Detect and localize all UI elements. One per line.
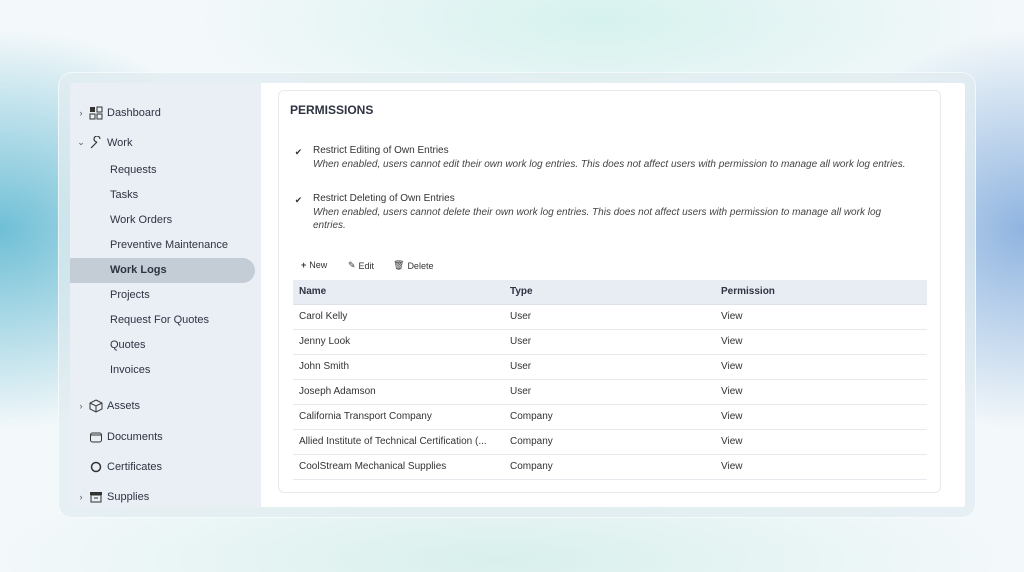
chevron-right-icon[interactable]: › [79, 491, 83, 502]
sidebar-item-label: Certificates [107, 460, 163, 473]
cell-type: User [504, 354, 715, 380]
new-button[interactable]: + New [301, 260, 327, 270]
cell-type: Company [504, 454, 715, 480]
cell-name: Jenny Look [293, 329, 504, 355]
cell-permission: View [715, 404, 927, 430]
circle-icon [88, 459, 104, 475]
option-description: When enabled, users cannot edit their ow… [313, 159, 906, 170]
cell-type: User [504, 379, 715, 405]
cell-name: California Transport Company [293, 404, 504, 430]
sidebar-item-label: Work [107, 136, 133, 149]
cell-permission: View [715, 429, 927, 455]
pencil-icon: ✎ [348, 260, 356, 270]
new-label: New [309, 260, 328, 270]
column-header-type[interactable]: Type [504, 280, 715, 305]
permissions-table: Name Type Permission Carol Kelly User View… [293, 280, 927, 480]
active-highlight [70, 258, 255, 283]
delete-button[interactable]: 🗑 Delete [393, 260, 433, 271]
sidebar-item-label: Dashboard [107, 106, 161, 119]
archive-icon [88, 489, 104, 505]
cell-type: User [504, 329, 715, 355]
sidebar: › Dashboard ⌄ Work Requests Tasks Work O… [70, 83, 261, 507]
sidebar-item-documents[interactable]: Documents [70, 424, 163, 449]
wrench-icon [88, 135, 104, 151]
table-row[interactable]: CoolStream Mechanical Supplies Company Vie… [293, 454, 927, 480]
delete-label: Delete [407, 260, 434, 271]
chevron-right-icon[interactable]: › [79, 107, 83, 118]
section-title: PERMISSIONS [290, 103, 374, 117]
grid-icon [88, 105, 104, 121]
option-label: Restrict Deleting of Own Entries [313, 193, 455, 204]
sidebar-item-label: Documents [107, 430, 163, 443]
sidebar-item-projects[interactable]: Projects [110, 289, 150, 301]
option-label: Restrict Editing of Own Entries [313, 145, 449, 156]
cell-permission: View [715, 354, 927, 380]
cell-name: John Smith [293, 354, 504, 380]
sidebar-item-work-logs[interactable]: Work Logs [110, 264, 167, 276]
cell-type: Company [504, 404, 715, 430]
sidebar-item-invoices[interactable]: Invoices [110, 364, 151, 376]
option-description: When enabled, users cannot delete their … [313, 207, 882, 231]
table-row[interactable]: California Transport Company Company View [293, 404, 927, 430]
box-icon [88, 398, 104, 414]
sidebar-item-preventive-maintenance[interactable]: Preventive Maintenance [110, 239, 229, 251]
cell-name: Joseph Adamson [293, 379, 504, 405]
sidebar-item-label: Supplies [107, 490, 150, 503]
sidebar-item-supplies[interactable]: › Supplies [70, 484, 150, 507]
chevron-right-icon[interactable]: › [79, 400, 83, 411]
column-header-name[interactable]: Name [293, 280, 504, 305]
column-header-permission[interactable]: Permission [715, 280, 927, 305]
cell-permission: View [715, 379, 927, 405]
permissions-card: PERMISSIONS ✔ Restrict Editing of Own En… [278, 90, 941, 493]
trash-icon: 🗑 [393, 260, 405, 270]
edit-button[interactable]: ✎ Edit [348, 260, 374, 271]
sidebar-item-certificates[interactable]: Certificates [70, 454, 162, 479]
sidebar-item-request-for-quotes[interactable]: Request For Quotes [110, 314, 210, 326]
sidebar-item-assets[interactable]: › Assets [70, 393, 140, 418]
sidebar-item-work-orders[interactable]: Work Orders [110, 214, 173, 226]
checkbox-restrict-deleting[interactable]: ✔ [294, 195, 303, 205]
plus-icon: + [301, 260, 307, 270]
cell-permission: View [715, 304, 927, 330]
sidebar-item-dashboard[interactable]: › Dashboard [70, 100, 161, 125]
table-row[interactable]: Jenny Look User View [293, 329, 927, 355]
checkbox-restrict-editing[interactable]: ✔ [294, 147, 303, 157]
table-row[interactable]: Allied Institute of Technical Certificat… [293, 429, 927, 455]
sidebar-item-work[interactable]: ⌄ Work [70, 130, 132, 155]
cell-name: Carol Kelly [293, 304, 504, 330]
chevron-down-icon[interactable]: ⌄ [77, 137, 85, 147]
cell-permission: View [715, 454, 927, 480]
cell-type: User [504, 304, 715, 330]
sidebar-item-quotes[interactable]: Quotes [110, 339, 146, 351]
table-row[interactable]: Joseph Adamson User View [293, 379, 927, 405]
sidebar-item-label: Assets [107, 399, 141, 412]
table-row[interactable]: John Smith User View [293, 354, 927, 380]
cell-type: Company [504, 429, 715, 455]
cell-name: Allied Institute of Technical Certificat… [293, 429, 504, 455]
folder-icon [88, 429, 104, 445]
app-window: › Dashboard ⌄ Work Requests Tasks Work O… [70, 83, 965, 507]
cell-permission: View [715, 329, 927, 355]
table-row[interactable]: Carol Kelly User View [293, 304, 927, 330]
sidebar-item-requests[interactable]: Requests [110, 164, 157, 176]
cell-name: CoolStream Mechanical Supplies [293, 454, 504, 480]
edit-label: Edit [358, 260, 375, 271]
sidebar-item-tasks[interactable]: Tasks [110, 189, 139, 201]
